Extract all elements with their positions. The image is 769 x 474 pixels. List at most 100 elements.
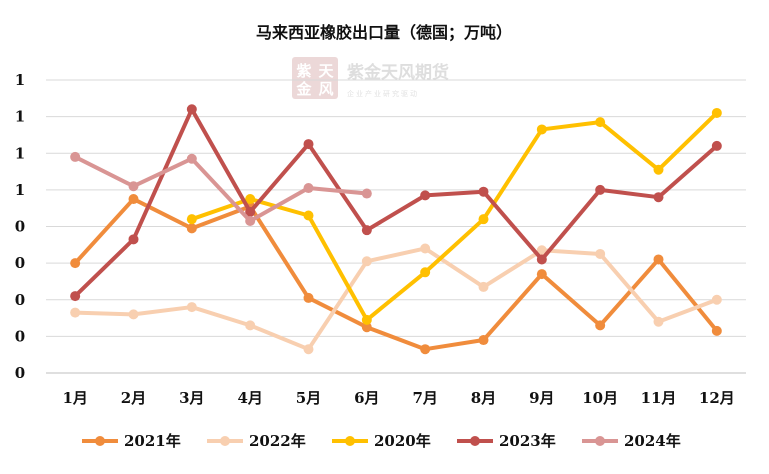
legend-label: 2023年 bbox=[499, 432, 556, 450]
data-point bbox=[536, 254, 547, 265]
data-point bbox=[711, 294, 722, 305]
legend-swatch-marker bbox=[220, 436, 230, 446]
y-tick-label: 0 bbox=[15, 327, 25, 345]
data-point bbox=[420, 243, 431, 254]
watermark-seal-char-1: 紫 bbox=[296, 62, 311, 80]
watermark-name: 紫金天风期货 bbox=[347, 62, 449, 83]
grid bbox=[46, 79, 746, 374]
data-point bbox=[186, 214, 197, 225]
data-point bbox=[361, 322, 372, 333]
data-point bbox=[536, 269, 547, 280]
x-tick-label: 11月 bbox=[641, 389, 677, 407]
watermark: 紫 天 金 风 紫金天风期货 企业产业研究驱动 bbox=[292, 57, 449, 99]
legend-swatch-marker bbox=[595, 436, 605, 446]
legend-label: 2022年 bbox=[249, 432, 306, 450]
data-point bbox=[245, 320, 256, 331]
data-point bbox=[128, 181, 139, 192]
x-tick-label: 4月 bbox=[237, 389, 262, 407]
y-tick-label: 1 bbox=[15, 144, 25, 162]
x-tick-label: 5月 bbox=[296, 389, 321, 407]
legend-item: 2021年 bbox=[82, 432, 181, 450]
series-line bbox=[73, 154, 369, 224]
y-tick-label: 1 bbox=[15, 181, 25, 199]
chart-title: 马来西亚橡胶出口量（德国；万吨） bbox=[256, 23, 512, 42]
x-axis: 1月 2月 3月 4月 5月 6月 7月 8月 9月 10月 11月 12月 bbox=[62, 389, 734, 407]
series-group bbox=[70, 104, 722, 355]
x-tick-label: 3月 bbox=[179, 389, 204, 407]
data-point bbox=[595, 117, 606, 128]
data-point bbox=[478, 335, 489, 346]
y-tick-label: 0 bbox=[15, 364, 25, 382]
watermark-seal-char-4: 风 bbox=[318, 80, 333, 98]
data-point bbox=[595, 184, 606, 195]
legend: 2021年 2022年 2020年 2023年 2024年 bbox=[82, 432, 681, 450]
series-line bbox=[73, 246, 719, 352]
data-point bbox=[536, 124, 547, 135]
series-2022年 bbox=[70, 243, 722, 355]
data-point bbox=[420, 267, 431, 278]
x-tick-label: 7月 bbox=[412, 389, 437, 407]
data-point bbox=[536, 245, 547, 256]
data-point bbox=[361, 225, 372, 236]
data-point bbox=[245, 194, 256, 205]
y-axis: 0 0 0 0 0 1 1 1 1 bbox=[15, 71, 25, 382]
legend-swatch-marker bbox=[470, 436, 480, 446]
x-tick-label: 6月 bbox=[354, 389, 379, 407]
data-point bbox=[420, 190, 431, 201]
series-2024年 bbox=[70, 151, 372, 227]
data-point bbox=[303, 292, 314, 303]
y-tick-label: 0 bbox=[15, 218, 25, 236]
data-point bbox=[303, 139, 314, 150]
series-line bbox=[73, 197, 719, 352]
data-point bbox=[186, 153, 197, 164]
y-tick-label: 1 bbox=[15, 108, 25, 126]
watermark-seal-char-3: 金 bbox=[295, 80, 312, 98]
legend-swatch-marker bbox=[345, 436, 355, 446]
series-line bbox=[189, 110, 719, 322]
data-point bbox=[653, 316, 664, 327]
legend-item: 2023年 bbox=[457, 432, 556, 450]
data-point bbox=[711, 107, 722, 118]
data-point bbox=[70, 307, 81, 318]
data-point bbox=[653, 164, 664, 175]
legend-item: 2020年 bbox=[332, 432, 431, 450]
x-tick-label: 1月 bbox=[62, 389, 87, 407]
y-tick-label: 0 bbox=[15, 254, 25, 272]
y-tick-label: 1 bbox=[15, 71, 25, 89]
data-point bbox=[186, 223, 197, 234]
data-point bbox=[303, 210, 314, 221]
data-point bbox=[478, 214, 489, 225]
data-point bbox=[128, 309, 139, 320]
legend-label: 2021年 bbox=[124, 432, 181, 450]
x-tick-label: 12月 bbox=[699, 389, 735, 407]
legend-label: 2020年 bbox=[374, 432, 431, 450]
legend-label: 2024年 bbox=[624, 432, 681, 450]
series-2020年 bbox=[186, 107, 722, 325]
series-2021年 bbox=[70, 194, 722, 355]
x-tick-label: 10月 bbox=[582, 389, 618, 407]
series-2023年 bbox=[70, 104, 722, 302]
watermark-seal bbox=[292, 57, 338, 99]
watermark-seal-char-2: 天 bbox=[318, 62, 334, 80]
data-point bbox=[128, 234, 139, 245]
x-tick-label: 8月 bbox=[471, 389, 496, 407]
data-point bbox=[128, 194, 139, 205]
data-point bbox=[303, 344, 314, 355]
data-point bbox=[245, 206, 256, 217]
series-line bbox=[73, 107, 719, 299]
data-point bbox=[186, 302, 197, 313]
data-point bbox=[595, 248, 606, 259]
legend-item: 2022年 bbox=[207, 432, 306, 450]
data-point bbox=[711, 140, 722, 151]
data-point bbox=[70, 291, 81, 302]
data-point bbox=[70, 151, 81, 162]
legend-item: 2024年 bbox=[582, 432, 681, 450]
data-point bbox=[303, 183, 314, 194]
data-point bbox=[361, 314, 372, 325]
legend-swatch-marker bbox=[95, 436, 105, 446]
y-tick-label: 0 bbox=[15, 291, 25, 309]
data-point bbox=[361, 188, 372, 199]
data-point bbox=[595, 320, 606, 331]
data-point bbox=[711, 325, 722, 336]
